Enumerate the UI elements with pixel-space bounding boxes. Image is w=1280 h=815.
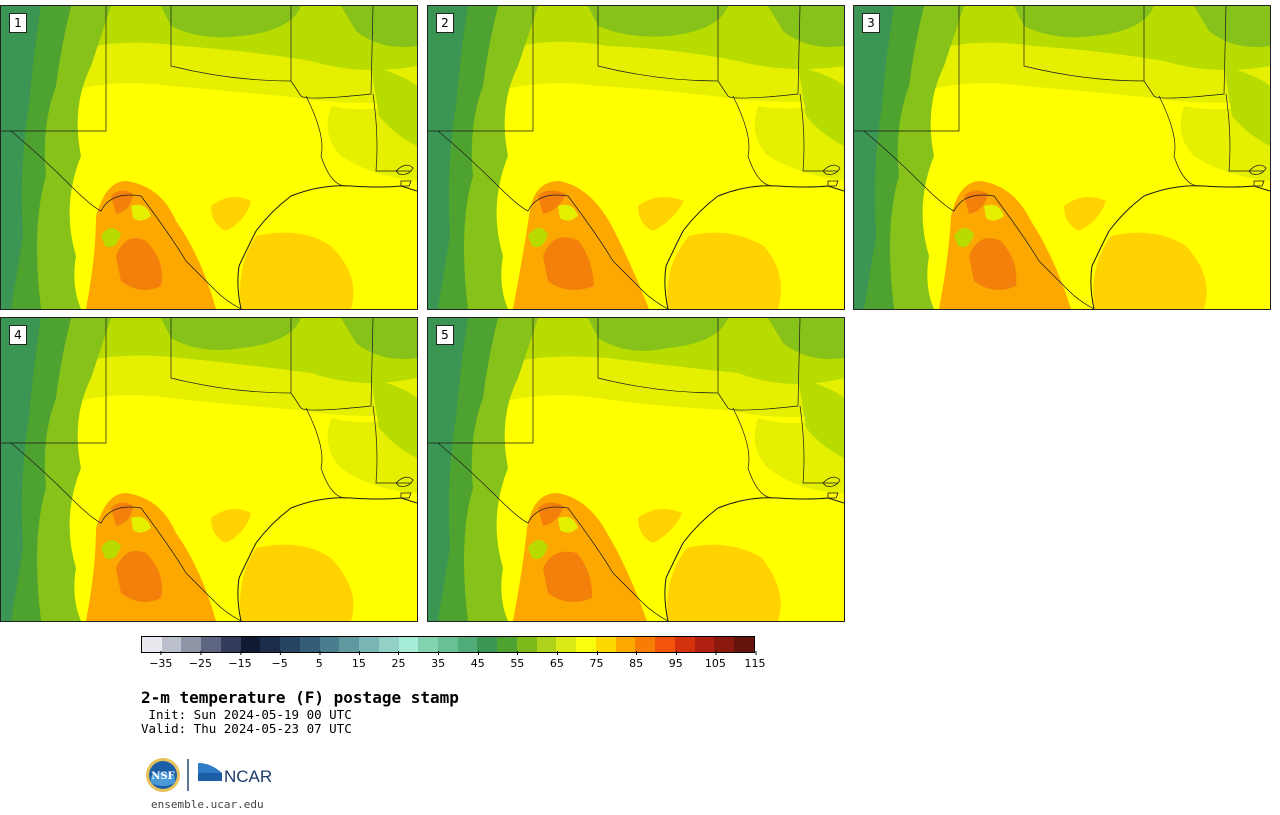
colorbar-segment bbox=[655, 637, 675, 652]
colorbar-segment bbox=[378, 637, 399, 652]
colorbar-tick-label: 65 bbox=[550, 651, 564, 670]
colorbar-tick-label: 35 bbox=[431, 651, 445, 670]
colorbar-segment bbox=[556, 637, 577, 652]
colorbar-segment bbox=[161, 637, 182, 652]
member-label-3: 3 bbox=[862, 13, 880, 33]
colorbar-tick-label: 115 bbox=[745, 651, 766, 670]
colorbar-segment bbox=[674, 637, 695, 652]
postage-stamp-panel-4: 4 bbox=[0, 317, 418, 622]
colorbar-tick-label: 25 bbox=[391, 651, 405, 670]
valid-time: Valid: Thu 2024-05-23 07 UTC bbox=[141, 721, 352, 736]
site-url: ensemble.ucar.edu bbox=[151, 798, 264, 811]
temperature-map-3 bbox=[854, 6, 1270, 309]
colorbar-tick-label: 15 bbox=[352, 651, 366, 670]
svg-text:NSF: NSF bbox=[151, 771, 174, 782]
colorbar-segment bbox=[694, 637, 715, 652]
temperature-map-2 bbox=[428, 6, 844, 309]
postage-stamp-panel-1: 1 bbox=[0, 5, 418, 310]
colorbar-tick-label: 105 bbox=[705, 651, 726, 670]
colorbar-tick-label: −5 bbox=[272, 651, 288, 670]
colorbar-segment bbox=[280, 637, 300, 652]
temperature-map-4 bbox=[1, 318, 417, 621]
colorbar-segment bbox=[516, 637, 537, 652]
colorbar-segment bbox=[497, 637, 517, 652]
colorbar-segment bbox=[359, 637, 379, 652]
plot-title: 2-m temperature (F) postage stamp bbox=[141, 688, 459, 707]
ncar-logo-icon: NCAR bbox=[198, 763, 272, 786]
colorbar-tick-label: 95 bbox=[669, 651, 683, 670]
member-label-5: 5 bbox=[436, 325, 454, 345]
colorbar-segment bbox=[576, 637, 596, 652]
colorbar-segment bbox=[201, 637, 221, 652]
colorbar-tick-label: −35 bbox=[149, 651, 172, 670]
colorbar-segment bbox=[398, 637, 419, 652]
postage-stamp-panel-5: 5 bbox=[427, 317, 845, 622]
colorbar-segment bbox=[240, 637, 261, 652]
colorbar bbox=[141, 636, 755, 653]
colorbar-segment bbox=[635, 637, 656, 652]
colorbar-segment bbox=[181, 637, 202, 652]
postage-stamp-panel-3: 3 bbox=[853, 5, 1271, 310]
member-label-1: 1 bbox=[9, 13, 27, 33]
colorbar-segment bbox=[595, 637, 616, 652]
member-label-2: 2 bbox=[436, 13, 454, 33]
temperature-map-5 bbox=[428, 318, 844, 621]
colorbar-segment bbox=[220, 637, 241, 652]
init-time: Init: Sun 2024-05-19 00 UTC bbox=[141, 707, 352, 722]
temperature-map-1 bbox=[1, 6, 417, 309]
colorbar-segment bbox=[477, 637, 498, 652]
colorbar-segment bbox=[299, 637, 320, 652]
colorbar-segment bbox=[615, 637, 636, 652]
postage-stamp-panel-2: 2 bbox=[427, 5, 845, 310]
logos: NSF NCAR bbox=[146, 758, 272, 792]
colorbar-tick-label: 45 bbox=[471, 651, 485, 670]
colorbar-ticks: −35 −25 −15 −5 5 15 25 35 45 55 65 75 85 95 105 115 bbox=[141, 651, 766, 673]
colorbar-segment bbox=[319, 637, 340, 652]
colorbar-tick-label: −15 bbox=[228, 651, 252, 670]
colorbar-segment bbox=[260, 637, 281, 652]
colorbar-segment bbox=[457, 637, 478, 652]
colorbar-tick-label: 85 bbox=[629, 651, 643, 670]
colorbar-segment bbox=[339, 637, 360, 652]
colorbar-segment bbox=[734, 637, 754, 652]
member-label-4: 4 bbox=[9, 325, 27, 345]
colorbar-tick-label: 55 bbox=[510, 651, 524, 670]
colorbar-tick-label: 75 bbox=[590, 651, 604, 670]
colorbar-segment bbox=[418, 637, 439, 652]
colorbar-segment bbox=[714, 637, 735, 652]
colorbar-segment bbox=[536, 637, 557, 652]
colorbar-segment bbox=[438, 637, 458, 652]
colorbar-tick-label: 5 bbox=[316, 651, 323, 670]
colorbar-tick-label: −25 bbox=[189, 651, 212, 670]
nsf-logo-icon: NSF bbox=[146, 758, 180, 792]
colorbar-segment bbox=[142, 637, 162, 652]
svg-text:NCAR: NCAR bbox=[224, 767, 272, 786]
